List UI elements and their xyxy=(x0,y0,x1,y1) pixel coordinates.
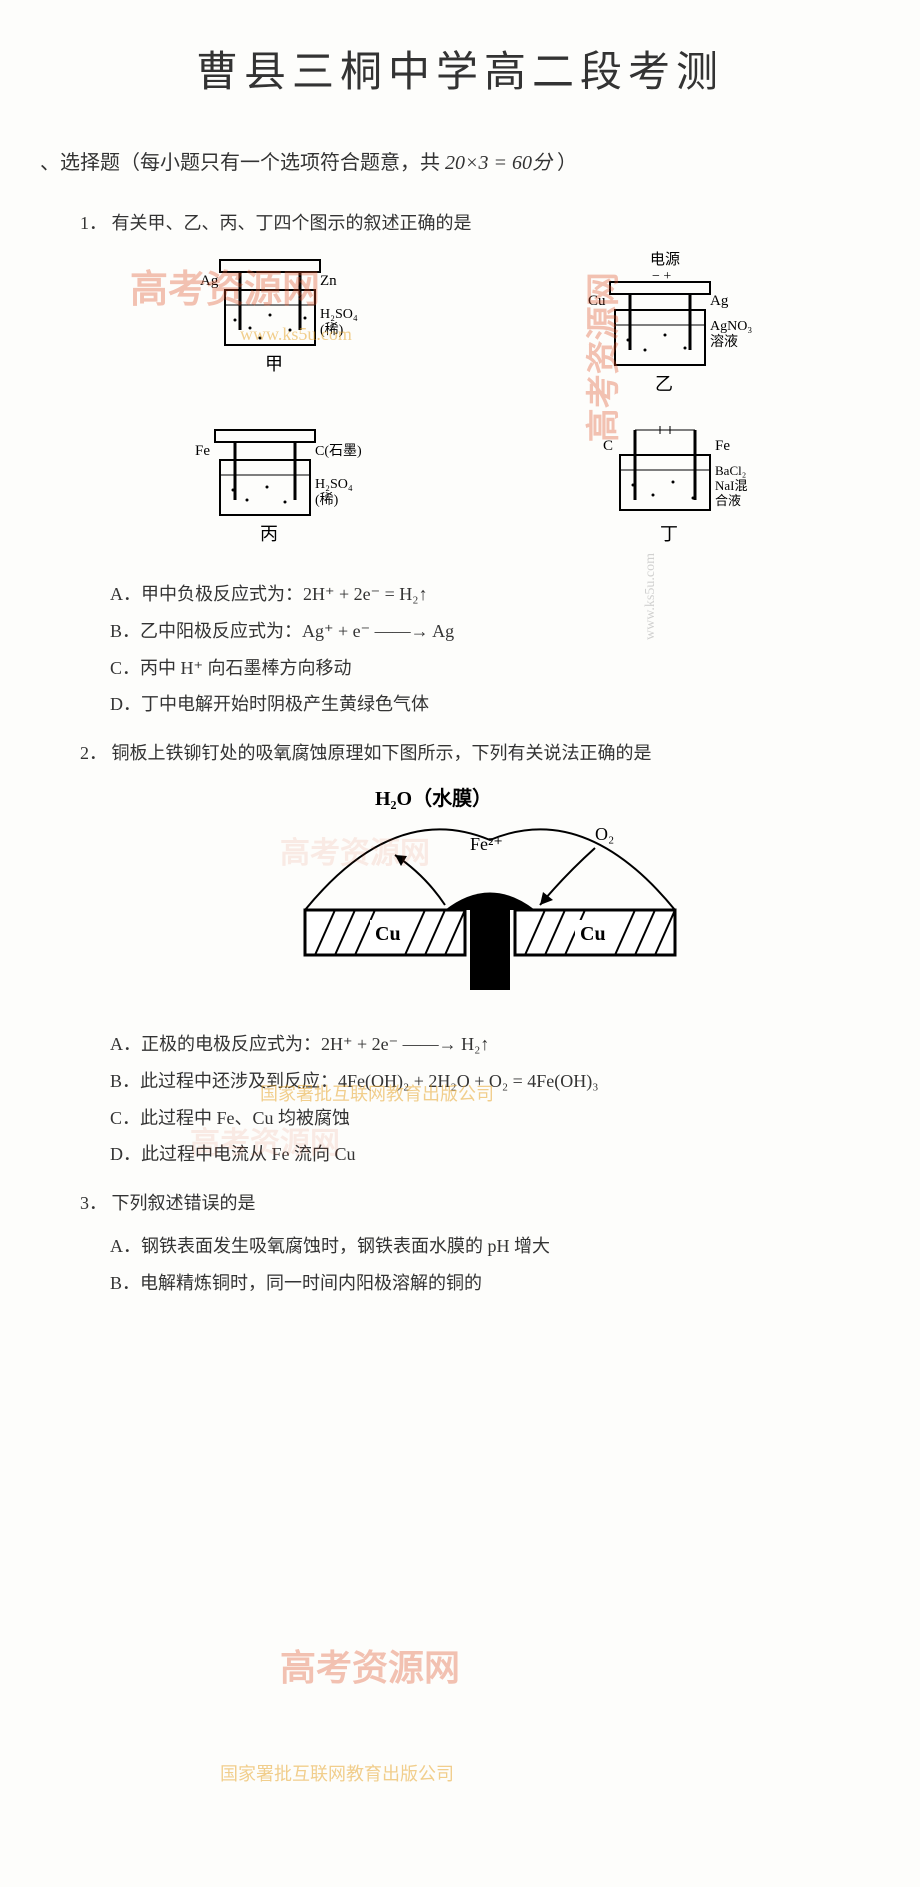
svg-text:NaI混: NaI混 xyxy=(715,478,748,493)
svg-text:Zn: Zn xyxy=(320,273,337,289)
q1-opt-c: C．丙中 H⁺ 向石墨棒方向移动 xyxy=(110,654,880,683)
svg-text:BaCl₂: BaCl₂ xyxy=(715,463,746,478)
svg-text:Cu: Cu xyxy=(588,293,606,309)
svg-text:H₂SO₄: H₂SO₄ xyxy=(320,307,358,322)
q2-opt-d: D．此过程中电流从 Fe 流向 Cu xyxy=(110,1140,880,1169)
q1-text: 1． 有关甲、乙、丙、丁四个图示的叙述正确的是 xyxy=(80,209,880,238)
svg-text:Fe: Fe xyxy=(715,438,730,454)
watermark-main-5: 高考资源网 xyxy=(280,1640,460,1698)
cell-jia-svg: Ag Zn H₂SO₄ (稀) 甲 xyxy=(190,250,360,380)
q1-opt-a: A．甲中负极反应式为：2H⁺ + 2e⁻ = H₂↑ xyxy=(110,580,880,609)
q1-opt-b: B．乙中阳极反应式为：Ag⁺ + e⁻ ——→ Ag xyxy=(110,617,880,646)
svg-text:乙: 乙 xyxy=(655,374,673,394)
svg-text:C: C xyxy=(603,438,613,454)
q3-options: A．钢铁表面发生吸氧腐蚀时，钢铁表面水膜的 pH 增大 B．电解精炼铜时，同一时… xyxy=(110,1232,880,1298)
svg-text:C(石墨): C(石墨) xyxy=(315,444,362,459)
svg-text:溶液: 溶液 xyxy=(710,334,738,350)
svg-text:H₂O（水膜）: H₂O（水膜） xyxy=(375,786,492,810)
svg-text:O₂: O₂ xyxy=(595,824,614,844)
svg-text:Cu: Cu xyxy=(375,923,401,945)
q2-corrosion-svg: H₂O（水膜） Fe²⁺ O₂ xyxy=(275,780,715,1010)
q2-opt-c: C．此过程中 Fe、Cu 均被腐蚀 xyxy=(110,1104,880,1133)
q3-body: 下列叙述错误的是 xyxy=(112,1193,256,1213)
svg-text:(稀): (稀) xyxy=(315,492,339,508)
q3-opt-b: B．电解精炼铜时，同一时间内阳极溶解的铜的 xyxy=(110,1269,880,1298)
question-3: 3． 下列叙述错误的是 A．钢铁表面发生吸氧腐蚀时，钢铁表面水膜的 pH 增大 … xyxy=(80,1189,880,1297)
q2-body: 铜板上铁铆钉处的吸氧腐蚀原理如下图所示，下列有关说法正确的是 xyxy=(112,743,652,763)
svg-text:Ag: Ag xyxy=(710,293,729,309)
watermark-pub-2: 国家署批互联网教育出版公司 xyxy=(220,1760,454,1789)
svg-text:Ag: Ag xyxy=(200,273,219,289)
q2-opt-b: B．此过程中还涉及到反应：4Fe(OH)₂ + 2H₂O + O₂ = 4Fe(… xyxy=(110,1067,880,1096)
cell-yi: 电源 − + Cu Ag AgNO₃ 溶液 乙 xyxy=(580,250,770,400)
svg-text:(稀): (稀) xyxy=(320,322,344,338)
svg-text:丙: 丙 xyxy=(260,524,278,544)
svg-text:AgNO₃: AgNO₃ xyxy=(710,319,752,334)
cell-bing: Fe C(石墨) H₂SO₄ (稀) 丙 xyxy=(185,420,375,560)
svg-text:丁: 丁 xyxy=(660,524,678,544)
q2-options: A．正极的电极反应式为：2H⁺ + 2e⁻ ——→ H₂↑ B．此过程中还涉及到… xyxy=(110,1030,880,1169)
svg-text:Fe: Fe xyxy=(195,443,210,459)
svg-text:甲: 甲 xyxy=(265,354,283,374)
question-2: 2． 铜板上铁铆钉处的吸氧腐蚀原理如下图所示，下列有关说法正确的是 H₂O（水膜… xyxy=(80,739,880,1169)
svg-text:合液: 合液 xyxy=(715,493,741,508)
q1-diagrams-row1: Ag Zn H₂SO₄ (稀) 甲 电源 − + Cu Ag AgNO₃ xyxy=(80,250,880,400)
q1-options: A．甲中负极反应式为：2H⁺ + 2e⁻ = H₂↑ B．乙中阳极反应式为：Ag… xyxy=(110,580,880,719)
q3-num: 3． xyxy=(80,1193,107,1213)
svg-text:Fe²⁺: Fe²⁺ xyxy=(470,834,503,854)
q2-num: 2． xyxy=(80,743,107,763)
q3-text: 3． 下列叙述错误的是 xyxy=(80,1189,880,1218)
q1-diagrams-row2: Fe C(石墨) H₂SO₄ (稀) 丙 C Fe BaCl₂ xyxy=(80,420,880,560)
q2-opt-a: A．正极的电极反应式为：2H⁺ + 2e⁻ ——→ H₂↑ xyxy=(110,1030,880,1059)
cell-ding-svg: C Fe BaCl₂ NaI混 合液 丁 xyxy=(585,420,775,560)
cell-yi-svg: 电源 − + Cu Ag AgNO₃ 溶液 乙 xyxy=(580,250,770,400)
q3-opt-a: A．钢铁表面发生吸氧腐蚀时，钢铁表面水膜的 pH 增大 xyxy=(110,1232,880,1261)
svg-text:H₂SO₄: H₂SO₄ xyxy=(315,477,353,492)
svg-text:Cu: Cu xyxy=(580,923,606,945)
section-header: 、选择题（每小题只有一个选项符合题意，共 20×3 = 60分 ） xyxy=(40,147,880,179)
cell-ding: C Fe BaCl₂ NaI混 合液 丁 xyxy=(585,420,775,560)
exam-title: 曹县三桐中学高二段考测 xyxy=(40,40,880,107)
cell-bing-svg: Fe C(石墨) H₂SO₄ (稀) 丙 xyxy=(185,420,375,550)
section-formula: 20×3 = 60分 xyxy=(445,152,552,174)
watermark-url-side: www.ks5u.com xyxy=(640,553,662,640)
q1-body: 有关甲、乙、丙、丁四个图示的叙述正确的是 xyxy=(112,213,472,233)
cell-jia: Ag Zn H₂SO₄ (稀) 甲 xyxy=(190,250,360,400)
section-suffix: ） xyxy=(557,152,577,174)
q1-num: 1． xyxy=(80,213,107,233)
q1-opt-d: D．丁中电解开始时阴极产生黄绿色气体 xyxy=(110,690,880,719)
q2-diagram: H₂O（水膜） Fe²⁺ O₂ xyxy=(110,780,880,1010)
svg-text:电源: 电源 xyxy=(650,251,680,268)
question-1: 1． 有关甲、乙、丙、丁四个图示的叙述正确的是 Ag Zn H₂SO₄ (稀) … xyxy=(80,209,880,719)
section-prefix: 、选择题（每小题只有一个选项符合题意，共 xyxy=(40,152,440,174)
q2-text: 2． 铜板上铁铆钉处的吸氧腐蚀原理如下图所示，下列有关说法正确的是 xyxy=(80,739,880,768)
